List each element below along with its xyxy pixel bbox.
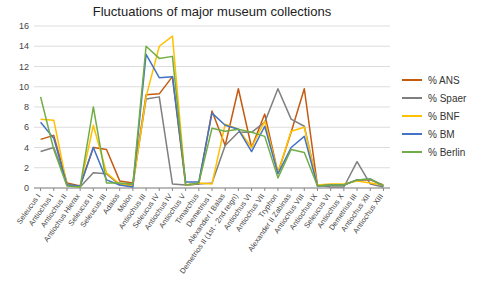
series-line <box>41 54 384 187</box>
x-axis: Seleucus IAntiochus IAntiochus IIAntioch… <box>15 188 390 275</box>
x-tick <box>185 188 186 191</box>
grid-line <box>34 107 390 108</box>
legend-label: % ANS <box>428 75 460 86</box>
series-line <box>41 36 384 187</box>
x-tick <box>159 188 160 191</box>
y-tick-label: 8 <box>24 102 29 112</box>
x-tick <box>330 188 331 191</box>
grid-line <box>34 26 390 27</box>
x-tick <box>40 188 41 191</box>
x-tick <box>93 188 94 191</box>
y-tick-label: 12 <box>19 62 29 72</box>
y-tick-label: 2 <box>24 163 29 173</box>
legend-label: % BM <box>428 129 455 140</box>
grid-line <box>34 167 390 168</box>
x-tick <box>317 188 318 191</box>
grid-line <box>34 86 390 87</box>
legend-swatch <box>402 115 422 117</box>
x-tick <box>264 188 265 191</box>
grid-line <box>34 66 390 67</box>
series-group <box>41 36 384 187</box>
x-tick-label: Antiochus XIII <box>351 192 385 235</box>
legend-swatch <box>402 97 422 99</box>
x-tick <box>383 188 384 191</box>
grid-line <box>34 46 390 47</box>
y-tick-label: 10 <box>19 82 29 92</box>
x-tick <box>343 188 344 191</box>
legend-swatch <box>402 151 422 153</box>
series-line <box>41 89 384 187</box>
x-tick <box>370 188 371 191</box>
x-tick <box>238 188 239 191</box>
x-tick <box>357 188 358 191</box>
x-tick-label: Demetrios II (1st - 2nd reign) <box>178 192 240 276</box>
y-tick-label: 6 <box>24 122 29 132</box>
x-tick <box>172 188 173 191</box>
x-tick <box>251 188 252 191</box>
x-tick <box>146 188 147 191</box>
x-tick <box>291 188 292 191</box>
x-tick <box>119 188 120 191</box>
x-tick <box>106 188 107 191</box>
y-tick-label: 16 <box>19 21 29 31</box>
title: Fluctuations of major museum collections <box>93 4 332 19</box>
chart: Fluctuations of major museum collections… <box>0 0 488 306</box>
x-tick <box>277 188 278 191</box>
x-tick <box>53 188 54 191</box>
x-tick <box>66 188 67 191</box>
x-tick <box>80 188 81 191</box>
x-tick <box>304 188 305 191</box>
legend-swatch <box>402 133 422 135</box>
legend-label: % BNF <box>428 111 460 122</box>
y-axis: 0 2 4 6 8 10 12 14 16 <box>19 21 390 193</box>
legend-label: % Berlin <box>428 147 465 158</box>
x-tick <box>132 188 133 191</box>
legend: % ANS % Spaer % BNF % BM % Berlin <box>402 75 467 158</box>
x-tick <box>198 188 199 191</box>
y-tick-label: 14 <box>19 41 29 51</box>
x-tick <box>225 188 226 191</box>
x-tick <box>212 188 213 191</box>
y-tick-label: 0 <box>24 183 29 193</box>
series-line <box>41 46 384 187</box>
legend-label: % Spaer <box>428 93 467 104</box>
legend-swatch <box>402 79 422 81</box>
y-tick-label: 4 <box>24 143 29 153</box>
